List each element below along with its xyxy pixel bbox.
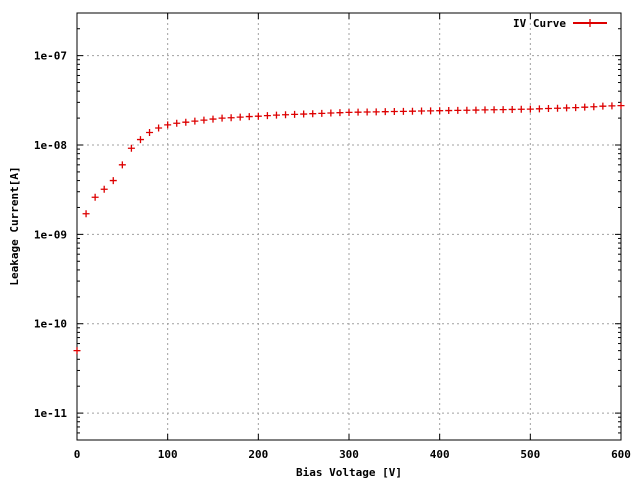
legend: IV Curve <box>513 17 607 30</box>
data-point-marker <box>517 105 525 113</box>
data-point-marker <box>554 104 562 112</box>
data-point-marker <box>218 114 226 122</box>
data-point-marker <box>499 106 507 114</box>
x-tick-label: 400 <box>430 448 450 461</box>
y-tick-label: 1e-11 <box>34 407 67 420</box>
data-point-marker <box>236 113 244 121</box>
data-point-marker <box>535 105 543 113</box>
x-tick-label: 200 <box>248 448 268 461</box>
data-point-marker <box>590 103 598 111</box>
data-point-marker <box>155 124 163 132</box>
data-point-marker <box>300 110 308 118</box>
data-point-marker <box>336 109 344 117</box>
data-point-marker <box>227 114 235 122</box>
x-tick-label: 600 <box>611 448 631 461</box>
y-tick-label: 1e-07 <box>34 50 67 63</box>
data-point-marker <box>454 106 462 114</box>
data-point-marker <box>200 116 208 124</box>
data-point-marker <box>191 117 199 125</box>
data-point-marker <box>354 108 362 116</box>
data-point-marker <box>118 161 126 169</box>
data-point-marker <box>381 108 389 116</box>
data-point-marker <box>345 108 353 116</box>
data-point-marker <box>408 107 416 115</box>
data-point-marker <box>127 144 135 152</box>
y-axis-label: Leakage Current[A] <box>8 166 21 285</box>
data-point-marker <box>209 115 217 123</box>
data-point-marker <box>245 113 253 121</box>
data-point-marker <box>309 110 317 118</box>
x-tick-label: 300 <box>339 448 359 461</box>
data-point-marker <box>581 103 589 111</box>
legend-entry-label: IV Curve <box>513 17 566 30</box>
data-point-marker <box>282 111 290 119</box>
data-point-marker <box>481 106 489 114</box>
x-axis-label: Bias Voltage [V] <box>296 466 402 479</box>
data-point-marker <box>445 107 453 115</box>
data-point-marker <box>544 105 552 113</box>
data-point-marker <box>363 108 371 116</box>
legend-marker-sample <box>586 19 594 27</box>
data-point-marker <box>472 106 480 114</box>
data-point-marker <box>572 104 580 112</box>
data-point-marker <box>427 107 435 115</box>
data-point-marker <box>164 121 172 129</box>
data-point-marker <box>418 107 426 115</box>
data-point-marker <box>490 106 498 114</box>
data-point-marker <box>563 104 571 112</box>
data-point-marker <box>136 136 144 144</box>
data-point-marker <box>146 129 154 137</box>
data-point-marker <box>82 210 90 218</box>
data-point-marker <box>91 193 99 201</box>
data-point-marker <box>73 347 81 355</box>
y-tick-label: 1e-08 <box>34 139 67 152</box>
axis-ticks: 0 100 200 300 400 500 600 1e-11 1e-10 1e-09 1e-08 1… <box>34 13 631 461</box>
y-tick-label: 1e-10 <box>34 318 67 331</box>
data-point-marker <box>599 102 607 110</box>
data-point-marker <box>617 102 625 110</box>
x-tick-label: 100 <box>158 448 178 461</box>
data-point-marker <box>318 109 326 117</box>
data-point-marker <box>272 111 280 119</box>
data-point-marker <box>173 119 181 127</box>
y-tick-label: 1e-09 <box>34 228 67 241</box>
x-tick-label: 0 <box>74 448 81 461</box>
data-point-marker <box>399 107 407 115</box>
data-point-marker <box>182 118 190 126</box>
data-point-marker <box>100 185 108 193</box>
data-point-marker <box>263 112 271 120</box>
data-point-marker <box>463 106 471 114</box>
x-tick-label: 500 <box>520 448 540 461</box>
data-point-marker <box>508 105 516 113</box>
data-point-marker <box>109 177 117 185</box>
grid-lines <box>77 13 621 440</box>
data-point-marker <box>327 109 335 117</box>
data-point-marker <box>608 102 616 110</box>
data-point-marker <box>254 112 262 120</box>
data-point-marker <box>436 107 444 115</box>
plot-frame <box>76 12 622 441</box>
data-point-marker <box>291 110 299 118</box>
data-point-marker <box>372 108 380 116</box>
data-point-marker <box>390 108 398 116</box>
data-points <box>73 102 625 355</box>
data-point-marker <box>526 105 534 113</box>
